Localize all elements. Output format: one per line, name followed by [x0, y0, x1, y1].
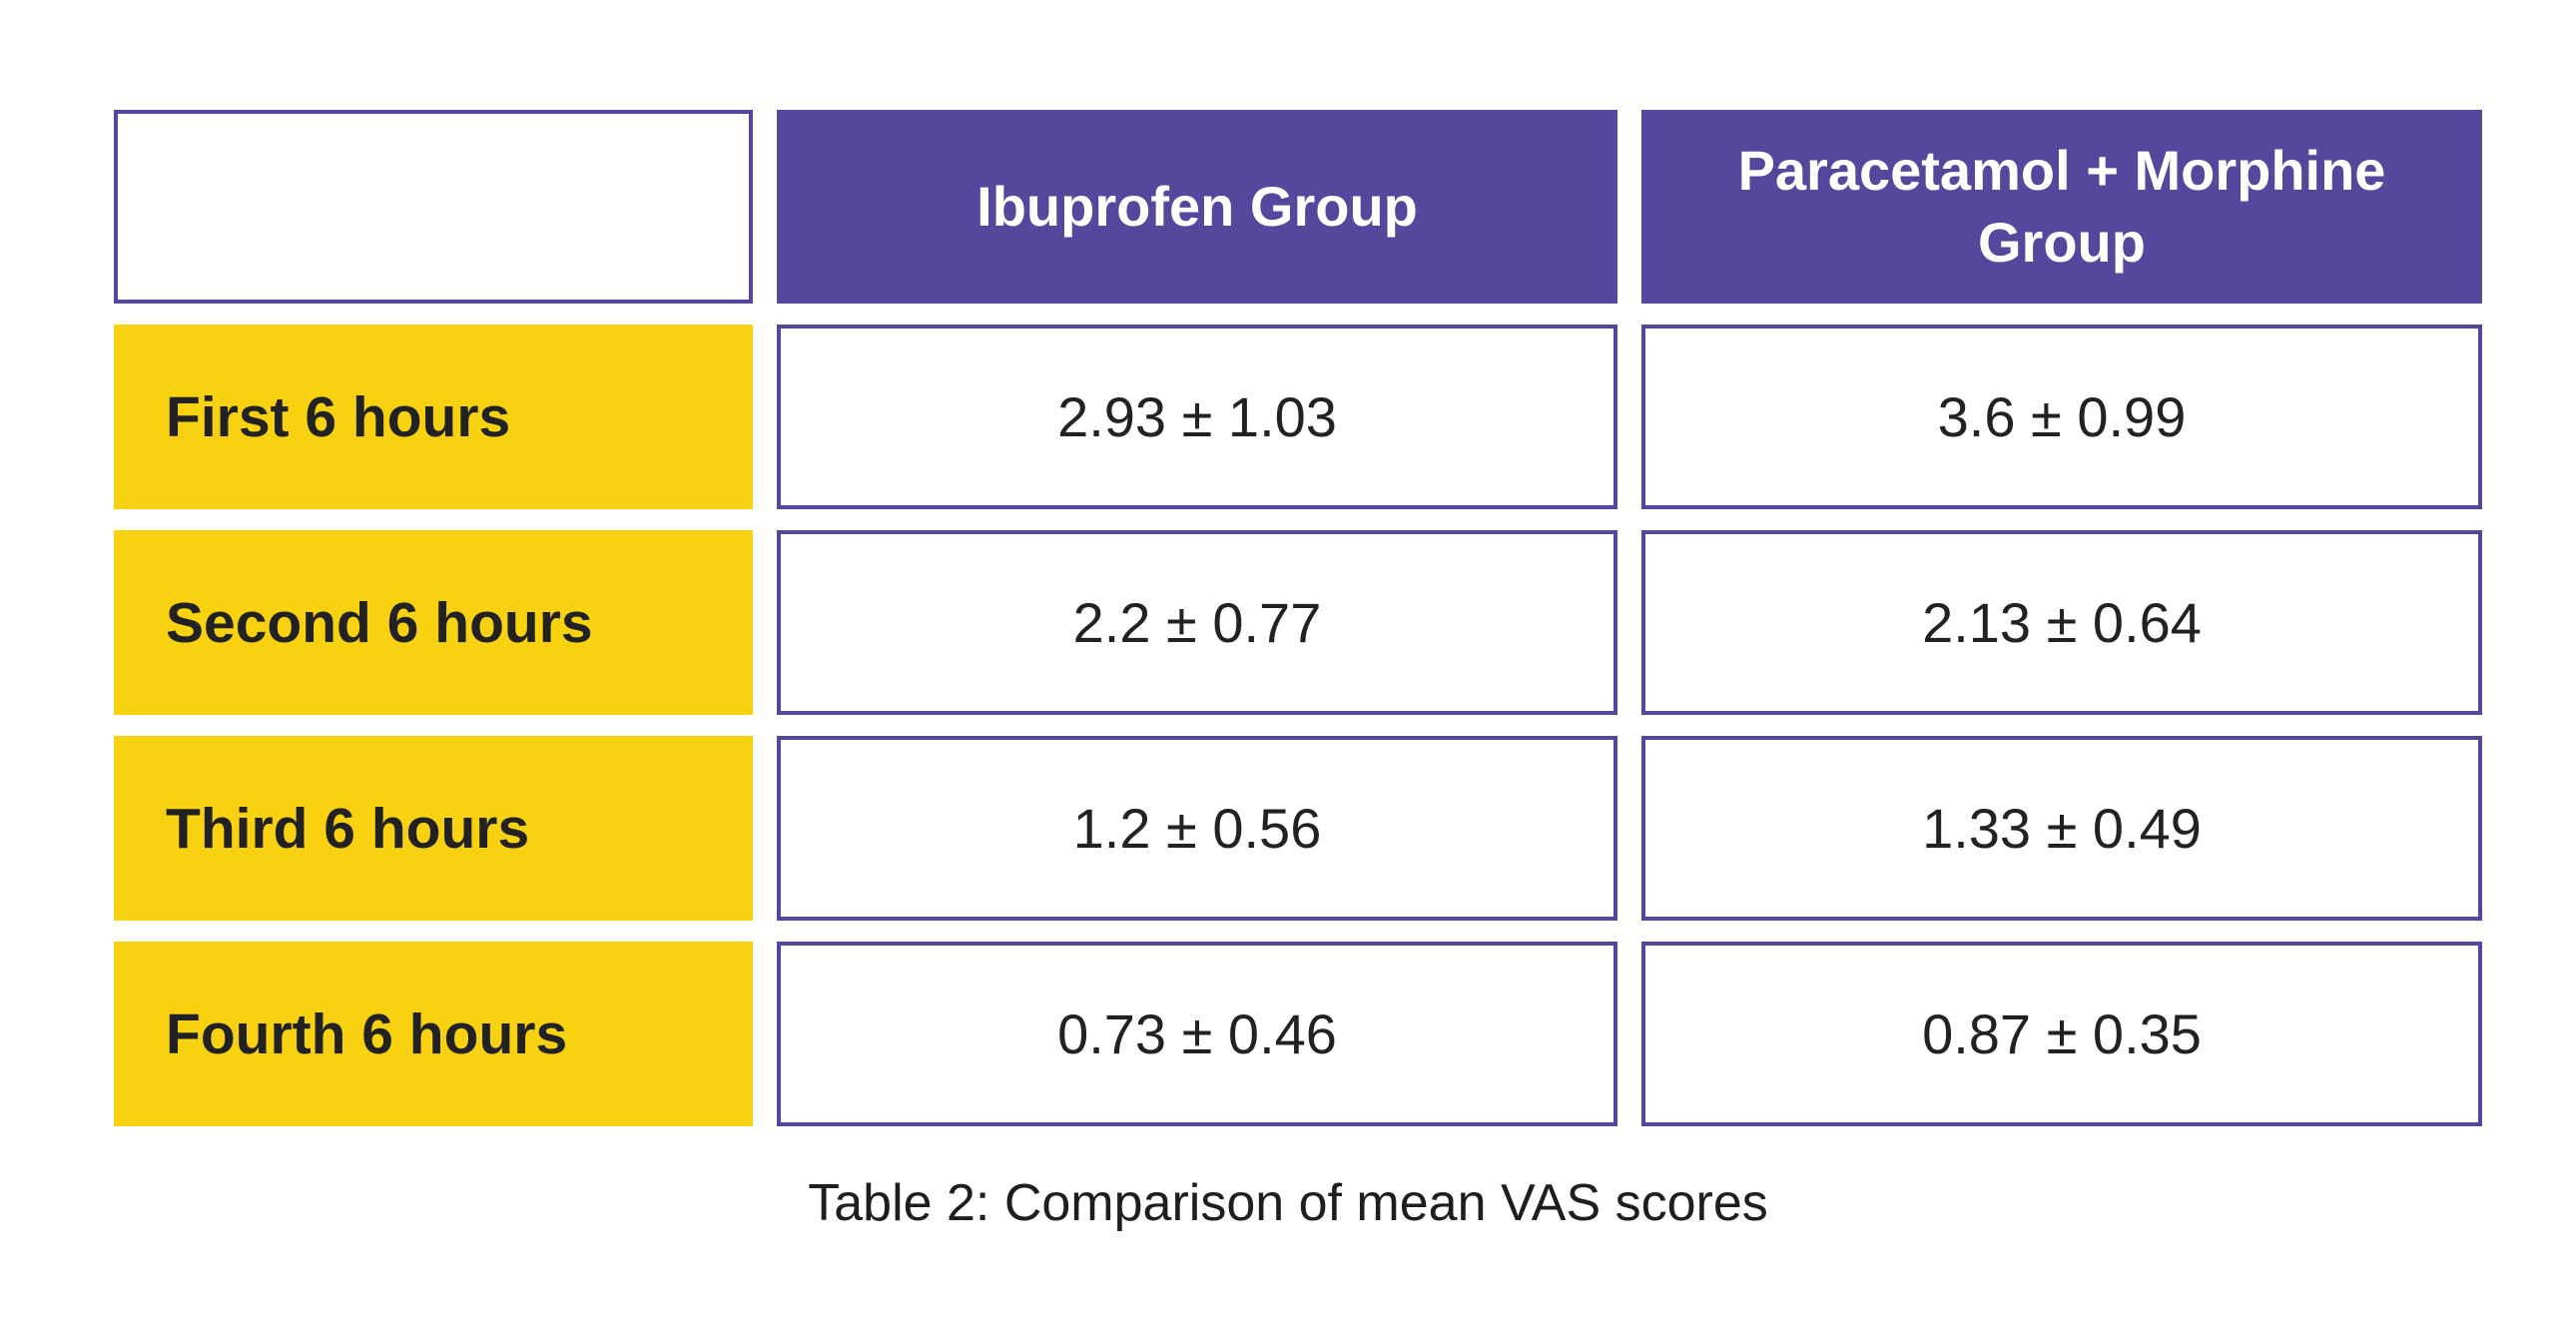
table-caption: Table 2: Comparison of mean VAS scores [808, 1174, 1768, 1232]
cell-second-paracetamol-morphine: 2.13 ± 0.64 [1641, 530, 2482, 715]
cell-third-ibuprofen: 1.2 ± 0.56 [777, 736, 1617, 921]
cell-third-paracetamol-morphine: 1.33 ± 0.49 [1641, 736, 2482, 921]
header-ibuprofen-group: Ibuprofen Group [777, 110, 1617, 304]
cell-fourth-paracetamol-morphine: 0.87 ± 0.35 [1641, 942, 2482, 1126]
row-label-third-6-hours: Third 6 hours [114, 736, 753, 921]
row-label-second-6-hours: Second 6 hours [114, 530, 753, 715]
header-paracetamol-morphine-group: Paracetamol + Morphine Group [1641, 110, 2482, 304]
table-corner-cell [114, 110, 753, 304]
cell-fourth-ibuprofen: 0.73 ± 0.46 [777, 942, 1617, 1126]
vas-comparison-table: Ibuprofen Group Paracetamol + Morphine G… [114, 110, 2482, 1126]
cell-second-ibuprofen: 2.2 ± 0.77 [777, 530, 1617, 715]
row-label-fourth-6-hours: Fourth 6 hours [114, 942, 753, 1126]
row-label-first-6-hours: First 6 hours [114, 325, 753, 509]
cell-first-paracetamol-morphine: 3.6 ± 0.99 [1641, 325, 2482, 509]
cell-first-ibuprofen: 2.93 ± 1.03 [777, 325, 1617, 509]
